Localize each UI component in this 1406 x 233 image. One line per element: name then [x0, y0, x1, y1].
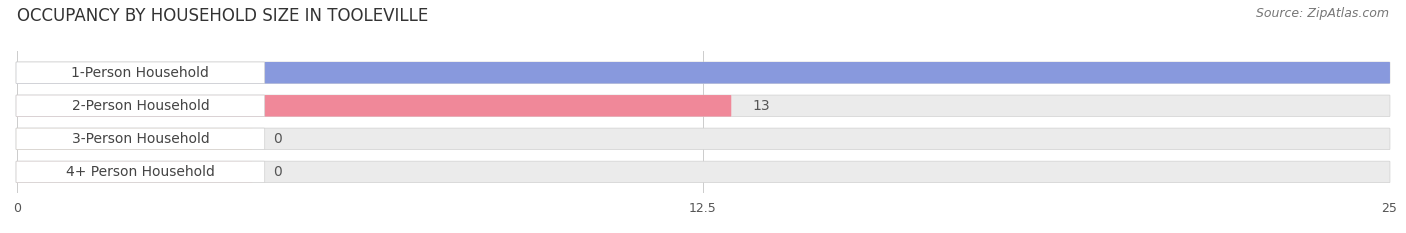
Text: 13: 13 — [752, 99, 770, 113]
FancyBboxPatch shape — [15, 62, 1391, 83]
Text: 0: 0 — [274, 165, 283, 179]
Text: 3-Person Household: 3-Person Household — [72, 132, 209, 146]
FancyBboxPatch shape — [15, 128, 252, 150]
FancyBboxPatch shape — [15, 95, 264, 116]
Text: 2-Person Household: 2-Person Household — [72, 99, 209, 113]
Text: Source: ZipAtlas.com: Source: ZipAtlas.com — [1256, 7, 1389, 20]
Text: 0: 0 — [274, 132, 283, 146]
FancyBboxPatch shape — [15, 95, 731, 116]
Text: 1-Person Household: 1-Person Household — [72, 66, 209, 80]
FancyBboxPatch shape — [15, 161, 252, 183]
FancyBboxPatch shape — [15, 161, 264, 183]
Text: 4+ Person Household: 4+ Person Household — [66, 165, 215, 179]
FancyBboxPatch shape — [15, 62, 1391, 83]
FancyBboxPatch shape — [15, 128, 264, 150]
FancyBboxPatch shape — [15, 62, 264, 83]
Text: OCCUPANCY BY HOUSEHOLD SIZE IN TOOLEVILLE: OCCUPANCY BY HOUSEHOLD SIZE IN TOOLEVILL… — [17, 7, 427, 25]
FancyBboxPatch shape — [15, 161, 1391, 183]
FancyBboxPatch shape — [15, 95, 1391, 116]
FancyBboxPatch shape — [15, 128, 1391, 150]
